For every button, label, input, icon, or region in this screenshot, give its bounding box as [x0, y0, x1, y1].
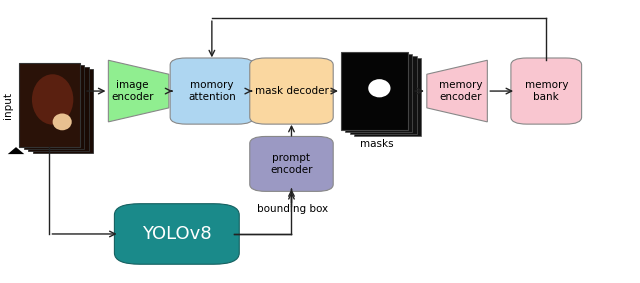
Text: mask decoder: mask decoder [255, 86, 328, 96]
FancyBboxPatch shape [250, 58, 333, 124]
Ellipse shape [368, 79, 390, 97]
FancyBboxPatch shape [24, 65, 84, 149]
Text: momory
attention: momory attention [188, 80, 236, 102]
FancyBboxPatch shape [115, 204, 239, 264]
FancyBboxPatch shape [250, 136, 333, 191]
FancyBboxPatch shape [350, 56, 417, 134]
FancyBboxPatch shape [354, 58, 421, 136]
Text: memory
encoder: memory encoder [438, 80, 482, 102]
FancyBboxPatch shape [341, 52, 408, 130]
FancyBboxPatch shape [19, 63, 80, 147]
Polygon shape [108, 60, 169, 122]
Ellipse shape [52, 113, 72, 130]
FancyBboxPatch shape [28, 67, 88, 151]
Text: YOLOv8: YOLOv8 [142, 225, 212, 243]
FancyBboxPatch shape [170, 58, 253, 124]
Text: memory
bank: memory bank [525, 80, 568, 102]
FancyBboxPatch shape [33, 69, 93, 153]
Text: prompt
encoder: prompt encoder [270, 153, 313, 175]
Polygon shape [8, 147, 24, 154]
Text: image
encoder: image encoder [111, 80, 154, 102]
Ellipse shape [32, 74, 74, 125]
Text: masks: masks [360, 139, 394, 149]
FancyBboxPatch shape [346, 54, 412, 132]
FancyBboxPatch shape [511, 58, 582, 124]
Text: bounding box: bounding box [257, 204, 328, 214]
Text: input: input [3, 92, 13, 119]
Polygon shape [427, 60, 487, 122]
